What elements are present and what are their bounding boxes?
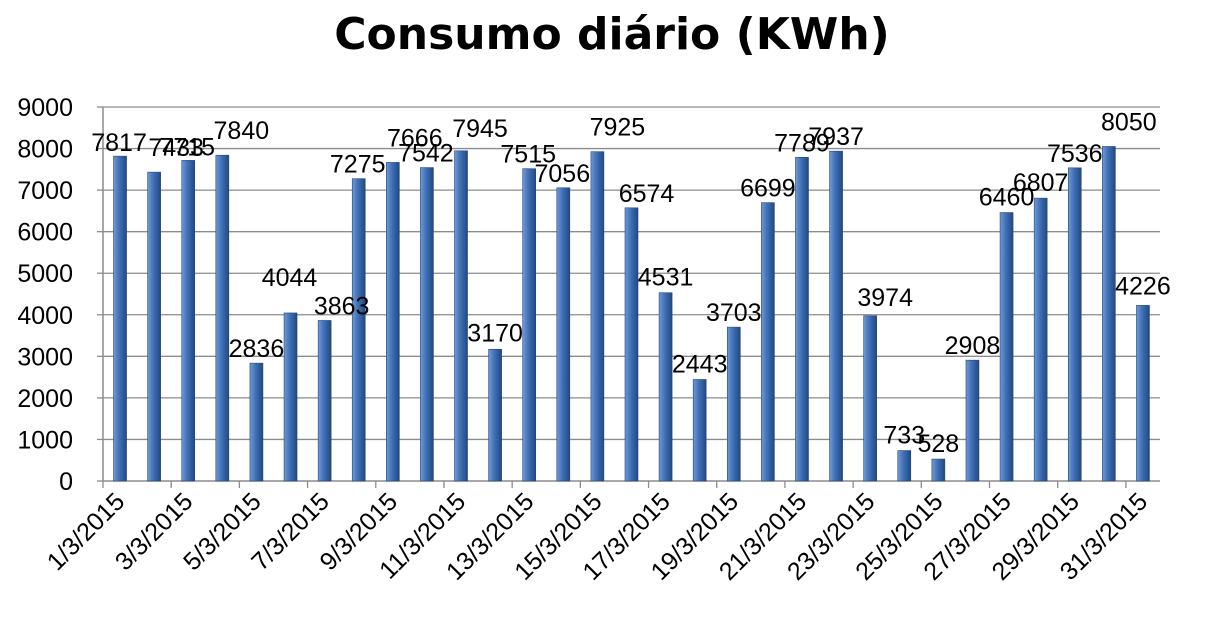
bar <box>795 157 809 482</box>
bar <box>829 150 843 482</box>
bar <box>931 458 946 482</box>
data-label: 3170 <box>467 319 523 347</box>
bar <box>1136 305 1150 482</box>
bar <box>897 450 912 482</box>
bar <box>454 150 468 482</box>
bar <box>658 292 673 482</box>
chart-title: Consumo diário (KWh) <box>334 9 890 60</box>
data-label: 7275 <box>330 151 386 179</box>
data-label: 7925 <box>590 114 646 142</box>
bar <box>283 312 298 482</box>
data-label: 7666 <box>387 124 443 152</box>
bar <box>692 379 707 482</box>
data-label: 2443 <box>672 350 728 378</box>
bar <box>999 212 1014 482</box>
data-label: 7542 <box>398 140 454 168</box>
data-label: 3974 <box>857 284 913 312</box>
bar <box>317 320 332 482</box>
data-label: 3863 <box>314 292 370 320</box>
data-label: 6807 <box>1013 169 1069 197</box>
bar <box>1067 167 1082 482</box>
y-tick-label: 9000 <box>17 94 73 122</box>
bar <box>863 315 877 482</box>
y-tick-label: 3000 <box>17 343 73 371</box>
y-tick-label: 0 <box>59 468 73 496</box>
bar <box>761 202 775 482</box>
data-label: 7515 <box>500 141 556 169</box>
bars <box>113 146 1150 482</box>
data-label: 7536 <box>1047 140 1103 168</box>
bar <box>215 154 230 482</box>
bar <box>113 155 127 482</box>
data-label: 7817 <box>91 129 147 157</box>
data-label: 7789 <box>774 129 830 157</box>
bar <box>1102 146 1116 482</box>
bar <box>590 151 605 482</box>
bar <box>181 160 196 482</box>
data-label: 7056 <box>534 160 590 188</box>
data-label: 733 <box>883 422 925 450</box>
bar <box>420 167 434 482</box>
y-tick-labels: 0 1000 2000 3000 4000 5000 6000 7000 8000 9000 <box>17 94 73 496</box>
data-label: 6699 <box>740 175 796 203</box>
data-label: 7715 <box>159 133 215 161</box>
data-label: 8050 <box>1101 108 1157 136</box>
data-label: 3703 <box>706 299 762 327</box>
bar <box>488 348 502 482</box>
y-tick-label: 6000 <box>17 219 73 247</box>
data-label: 2908 <box>945 332 1001 360</box>
y-tick-label: 4000 <box>17 302 73 330</box>
data-label: 7433 <box>148 134 204 162</box>
y-tick-label: 8000 <box>17 136 73 164</box>
y-tick-label: 7000 <box>17 177 73 205</box>
data-label: 6460 <box>979 184 1035 212</box>
data-label: 4044 <box>262 264 318 292</box>
bar <box>249 362 264 482</box>
bar <box>147 171 161 482</box>
bar <box>522 168 537 482</box>
bar <box>965 359 980 482</box>
data-label: 7840 <box>214 117 270 145</box>
bar <box>624 207 639 482</box>
data-label: 528 <box>918 430 960 458</box>
data-label: 7937 <box>808 123 864 151</box>
data-label: 7945 <box>452 115 508 143</box>
data-label: 4226 <box>1115 272 1171 300</box>
y-tick-label: 2000 <box>17 385 73 413</box>
y-tick-label: 5000 <box>17 260 73 288</box>
y-tick-label: 1000 <box>17 426 73 454</box>
bar <box>351 178 366 482</box>
bar <box>556 187 571 482</box>
data-label: 6574 <box>619 180 675 208</box>
data-label: 2836 <box>229 335 285 363</box>
x-tick-labels: 1/3/20153/3/20155/3/20157/3/20159/3/2015… <box>42 487 1154 585</box>
bar <box>726 326 741 482</box>
data-label: 4531 <box>638 264 694 292</box>
bar <box>386 162 400 482</box>
bar <box>1033 197 1048 482</box>
